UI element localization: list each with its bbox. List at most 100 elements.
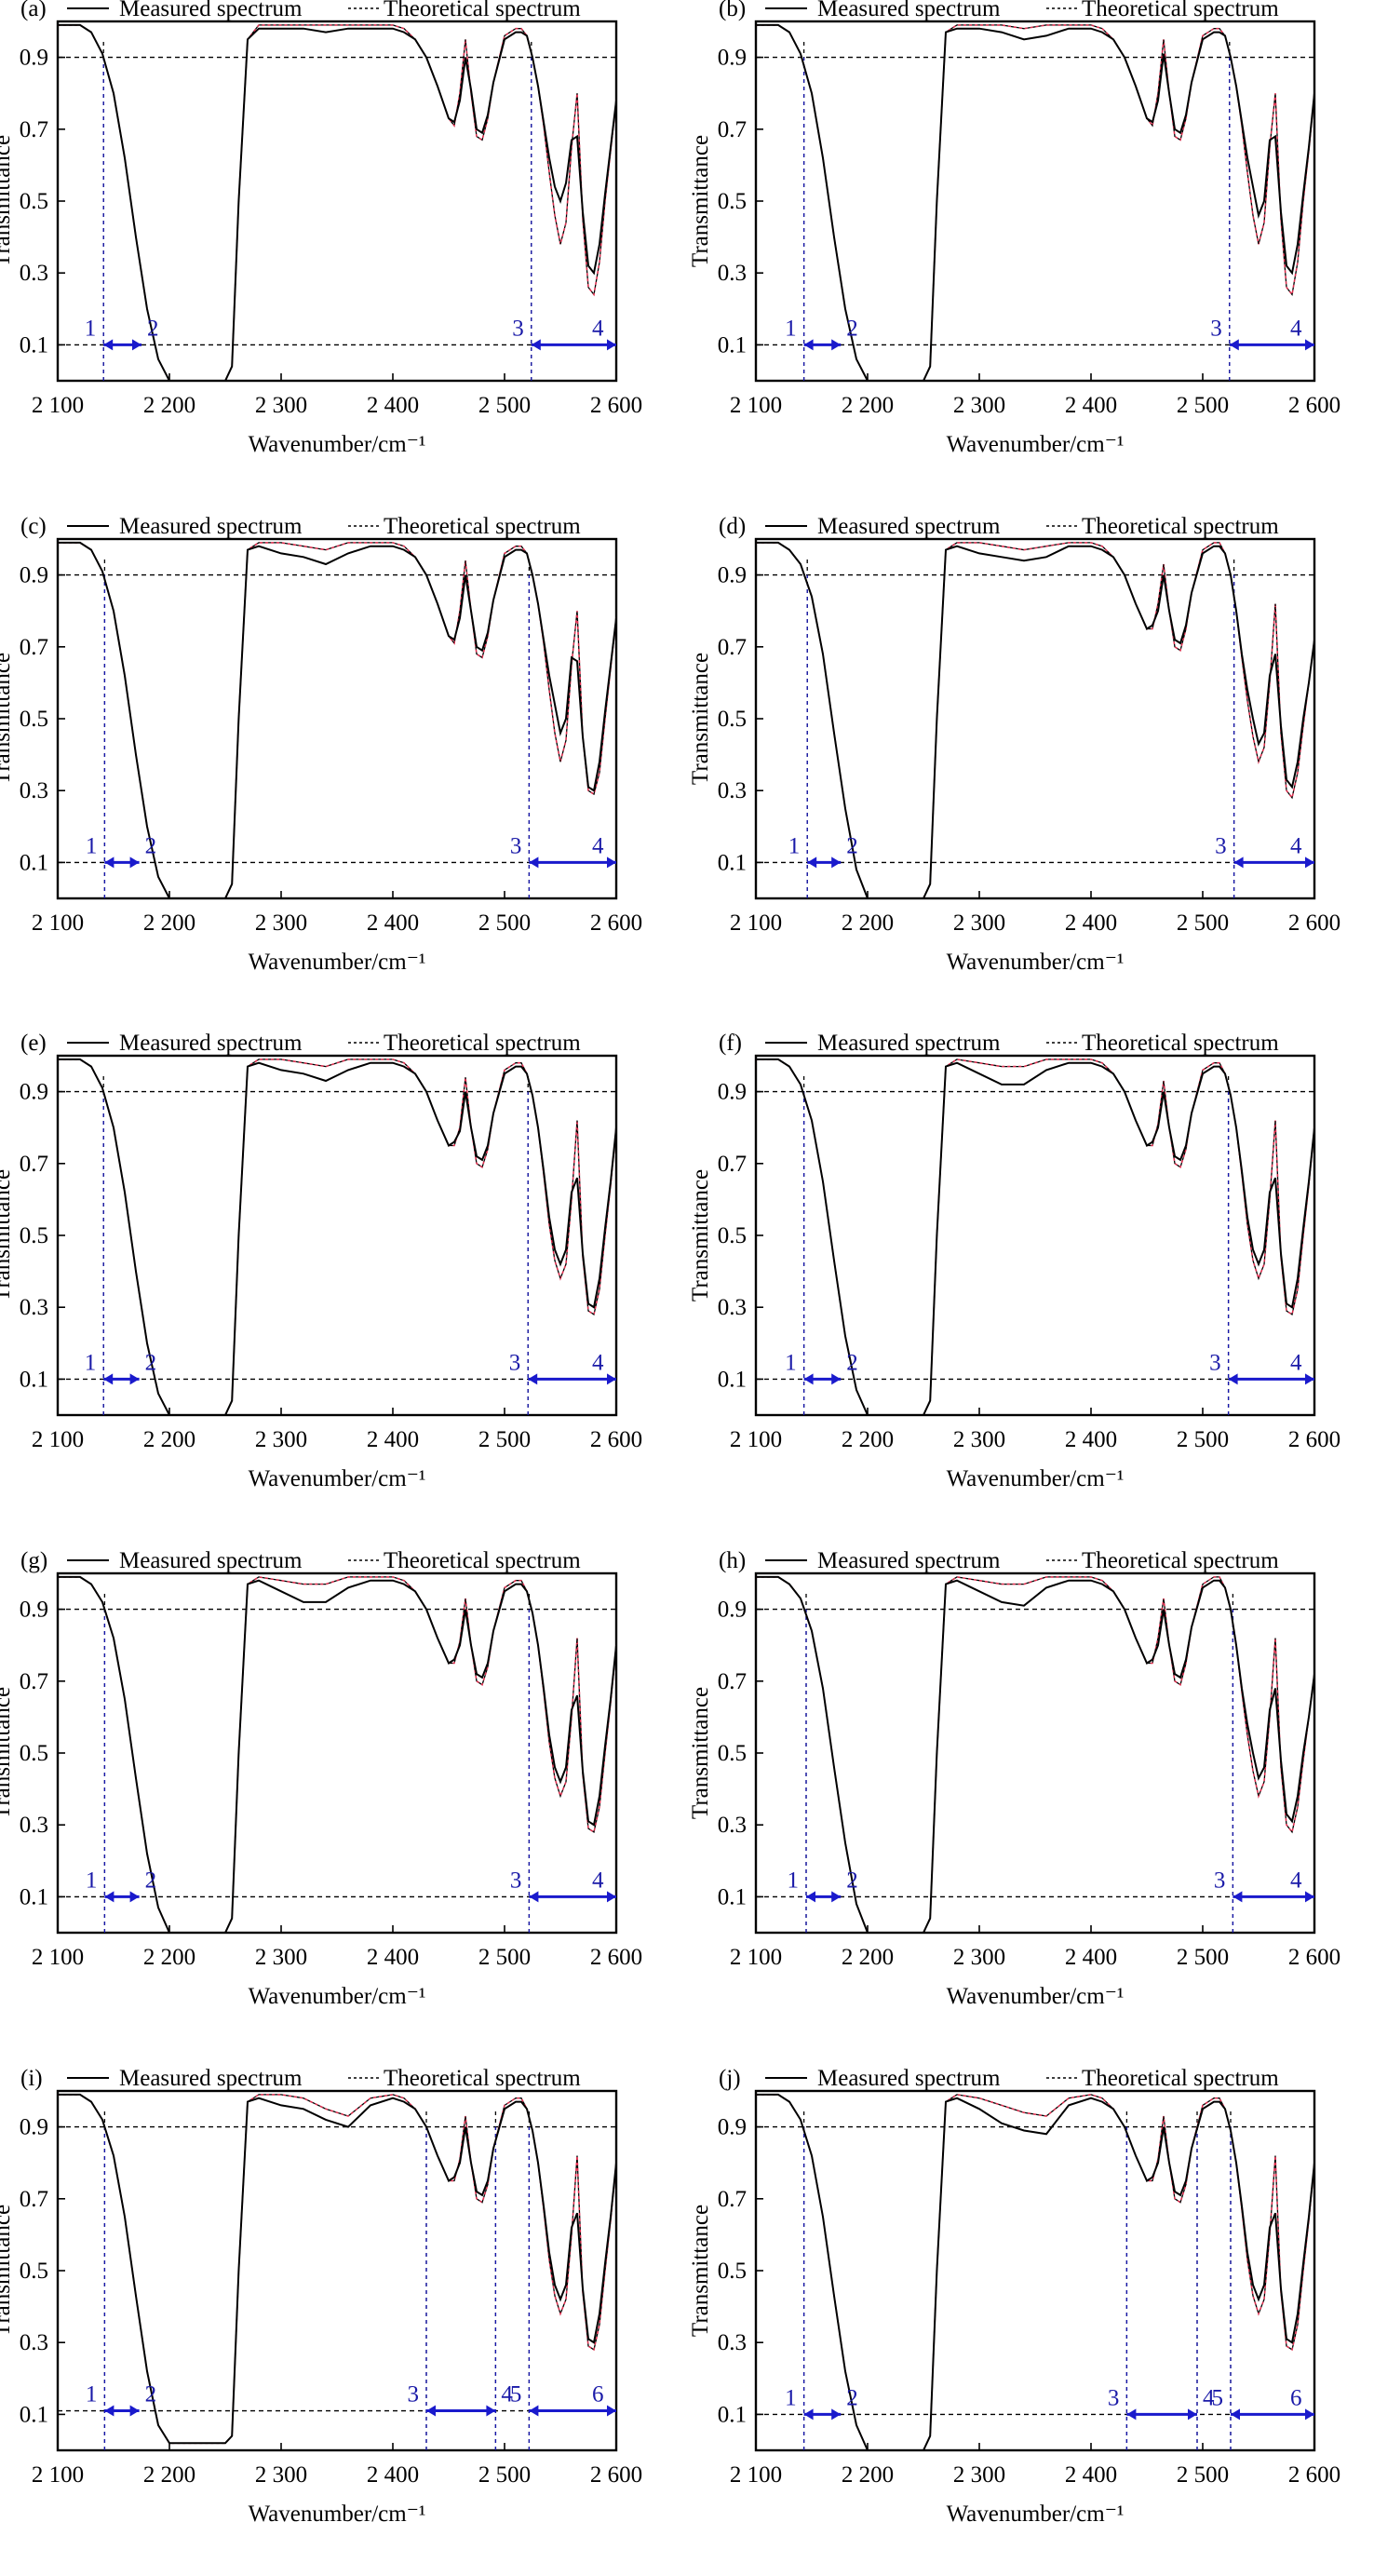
region-arrow-head-right: [486, 2405, 496, 2417]
chart-panel: (g) Measured spectrum Theoretical spectrum…: [0, 1548, 642, 2009]
y-tick-label: 0.1: [20, 1884, 48, 1909]
x-tick-label: 2 500: [1177, 910, 1229, 936]
series-theoretical: [756, 2094, 1314, 2450]
x-tick-label: 2 500: [1177, 1945, 1229, 1970]
y-tick-label: 0.9: [718, 46, 747, 71]
plot-area: [756, 2093, 1314, 2450]
y-tick-label: 0.5: [20, 189, 48, 214]
region-arrow-head-right: [1305, 339, 1314, 351]
y-tick-label: 0.7: [20, 1152, 48, 1177]
region-label-start: 1: [85, 1350, 97, 1375]
series-measured: [58, 1058, 616, 1415]
region-arrow-head-left: [1228, 1373, 1238, 1385]
series-measured: [756, 1058, 1314, 1415]
y-tick-label: 0.3: [20, 2330, 48, 2355]
region-label-start: 1: [85, 316, 97, 341]
chart-panel: (e) Measured spectrum Theoretical spectrum…: [0, 1031, 642, 1491]
x-tick-label: 2 400: [367, 2462, 419, 2488]
x-tick-label: 2 300: [255, 1427, 307, 1452]
x-tick-label: 2 600: [590, 1427, 642, 1452]
region-label-start: 5: [510, 2382, 522, 2407]
region-arrow-head-left: [529, 856, 539, 869]
y-tick-label: 0.1: [20, 850, 48, 875]
x-tick-label: 2 300: [953, 910, 1005, 936]
y-tick-label: 0.3: [718, 1295, 747, 1320]
y-axis-title: Transmittance: [0, 1687, 15, 1819]
region-label-start: 3: [1214, 1868, 1226, 1893]
x-axis-title: Wavenumber/cm⁻¹: [249, 432, 426, 457]
region-label-start: 3: [1215, 833, 1227, 858]
legend-theoretical-label: Theoretical spectrum: [1082, 2066, 1279, 2091]
region-label-end: 4: [592, 833, 604, 858]
legend-measured-label: Measured spectrum: [119, 1548, 303, 1573]
region-arrow-head-left: [104, 1891, 114, 1903]
panel-label: (b): [719, 0, 746, 21]
region-label-start: 1: [788, 833, 801, 858]
region-label-start: 1: [785, 1350, 797, 1375]
region-arrow-head-left: [531, 339, 541, 351]
region-label-end: 4: [1203, 2385, 1215, 2410]
y-tick-label: 0.7: [718, 1152, 747, 1177]
region-arrow-head-left: [104, 2405, 114, 2417]
plot-frame: [56, 2089, 618, 2452]
x-tick-label: 2 600: [1288, 910, 1340, 936]
x-tick-label: 2 100: [32, 910, 84, 936]
x-tick-label: 2 500: [1177, 2462, 1229, 2488]
region-label-start: 1: [788, 1868, 800, 1893]
legend-measured-label: Measured spectrum: [817, 1031, 1001, 1056]
region-arrow-head-right: [831, 856, 842, 869]
legend-theoretical-label: Theoretical spectrum: [1082, 514, 1279, 539]
x-axis-title: Wavenumber/cm⁻¹: [947, 1466, 1125, 1491]
series-theoretical-accent: [58, 24, 616, 381]
y-tick-label: 0.5: [718, 1741, 747, 1766]
x-tick-label: 2 300: [255, 1945, 307, 1970]
region-arrow-head-right: [831, 2408, 842, 2421]
panel-label: (e): [20, 1031, 47, 1056]
plot-area: [58, 1058, 616, 1415]
x-tick-label: 2 300: [953, 2462, 1005, 2488]
region-arrow-head-left: [104, 856, 114, 869]
legend-measured-label: Measured spectrum: [817, 514, 1001, 539]
series-theoretical-accent: [756, 24, 1314, 381]
legend-theoretical-label: Theoretical spectrum: [384, 514, 581, 539]
region-arrow-head-right: [1305, 1373, 1314, 1385]
x-tick-label: 2 400: [367, 393, 419, 418]
y-tick-label: 0.1: [20, 332, 48, 357]
y-tick-label: 0.3: [718, 1813, 747, 1838]
y-tick-label: 0.1: [20, 1367, 48, 1392]
panel-label: (c): [20, 514, 47, 539]
y-axis-title: Transmittance: [0, 135, 15, 267]
region-arrow-head-right: [1188, 2408, 1197, 2421]
series-theoretical: [58, 1576, 616, 1933]
region-label-end: 6: [1290, 2385, 1302, 2410]
x-axis-title: Wavenumber/cm⁻¹: [249, 1466, 426, 1491]
x-tick-label: 2 600: [590, 2462, 642, 2488]
panel-label: (d): [719, 514, 746, 539]
x-tick-label: 2 300: [953, 1945, 1005, 1970]
series-theoretical-accent: [756, 542, 1314, 898]
region-label-start: 3: [512, 316, 524, 341]
y-tick-label: 0.9: [718, 563, 747, 588]
x-tick-label: 2 100: [32, 393, 84, 418]
region-arrow-head-right: [1305, 2408, 1314, 2421]
region-arrow-head-right: [607, 339, 616, 351]
y-axis-title: Transmittance: [0, 1169, 15, 1301]
panel-label: (f): [719, 1031, 742, 1056]
region-arrow-head-left: [529, 2405, 539, 2417]
x-tick-label: 2 100: [32, 1945, 84, 1970]
y-axis-title: Transmittance: [688, 1169, 713, 1301]
plot-frame: [56, 20, 618, 383]
region-arrow-head-right: [607, 2405, 616, 2417]
region-arrow-head-right: [831, 1373, 842, 1385]
legend-measured-label: Measured spectrum: [119, 514, 303, 539]
plot-area: [58, 23, 616, 381]
y-axis-title: Transmittance: [688, 1687, 713, 1819]
region-arrow-head-right: [129, 856, 140, 869]
x-axis-title: Wavenumber/cm⁻¹: [947, 950, 1125, 975]
series-measured: [58, 23, 616, 381]
x-tick-label: 2 400: [367, 1427, 419, 1452]
series-theoretical: [756, 24, 1314, 381]
series-measured: [756, 1575, 1314, 1933]
y-tick-label: 0.9: [20, 46, 48, 71]
x-tick-label: 2 600: [590, 393, 642, 418]
